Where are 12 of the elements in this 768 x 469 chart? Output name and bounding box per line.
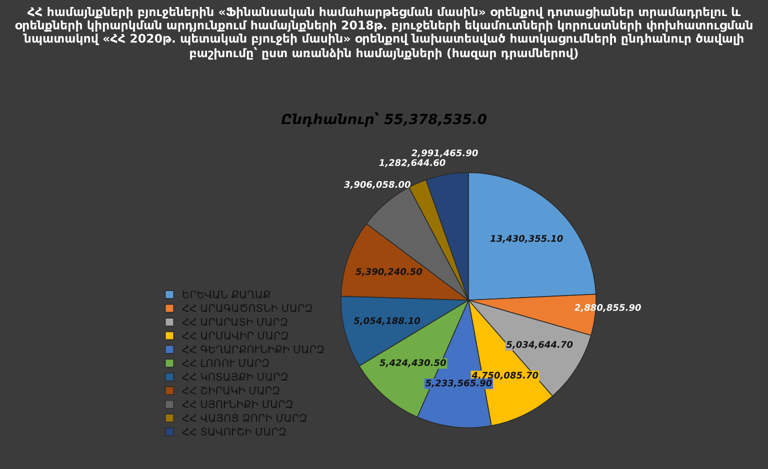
data-label: 5,054,188.10 xyxy=(354,317,420,326)
data-label: 3,906,058.00 xyxy=(344,181,410,190)
data-label: 5,424,430.50 xyxy=(380,359,446,368)
data-label: 5,390,240.50 xyxy=(356,268,422,276)
data-label: 5,233,565.90 xyxy=(425,380,492,388)
chart-subtitle: Ընդհանուր՝ 55,378,535.0 xyxy=(281,112,486,127)
chart-title: ՀՀ համայնքների բյուջեներին «Ֆինանսական համահարթեցման մասին» օրենքով դոտացիաներ տրամադրելու և օրենքների կիրարկման արդյունքում համայնքների 2018թ. բյուջեների եկամուտների կորուստների փոխհատուցման նպատակով «ՀՀ 2020թ. պետական բյուջեի մասին» օրենքով նախատեսված հատկացումների ընդհանուր ծավալի բաշխումը՝ ըստ առանձին համայնքների (հազար դրամներով) xyxy=(15,7,752,60)
data-label: 13,430,355.10 xyxy=(490,235,563,244)
data-label: 5,034,644.70 xyxy=(506,341,573,350)
data-label: 4,750,085.70 xyxy=(472,372,538,380)
data-label: 1,282,644.60 xyxy=(379,159,446,168)
data-label: 2,991,465.90 xyxy=(411,149,478,158)
